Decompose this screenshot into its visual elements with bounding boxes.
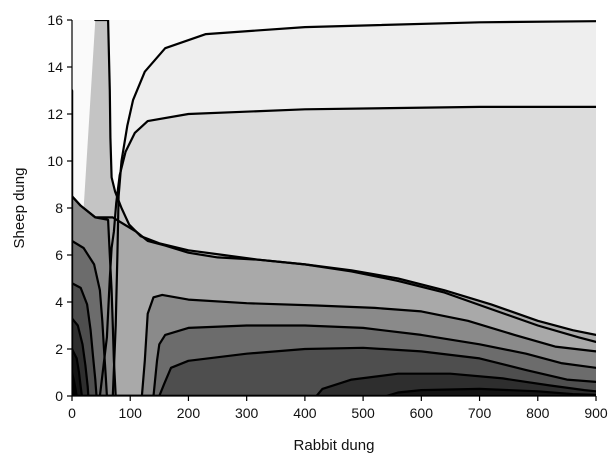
y-tick-label: 10 (47, 153, 63, 169)
contour-line-2 (72, 89, 596, 396)
contour-line-6 (72, 239, 596, 396)
y-axis-label: Sheep dung (11, 168, 28, 249)
y-tick-label: 14 (47, 59, 63, 75)
plot-area (72, 20, 596, 396)
axes: 0 100 200 300 400 500 600 700 800 900 0 2 4 6 8 10 12 14… (47, 12, 607, 421)
contour-lines (72, 20, 596, 396)
x-tick-label: 300 (235, 405, 259, 421)
contour-band-7 (72, 283, 596, 396)
contour-band-8 (72, 318, 596, 396)
contour-line-10 (72, 371, 596, 396)
y-tick-label: 0 (55, 388, 63, 404)
contour-line-9 (72, 347, 596, 396)
contour-line-3 (94, 20, 596, 343)
x-tick-label: 600 (410, 405, 434, 421)
x-tick-label: 800 (526, 405, 550, 421)
y-tick-label: 2 (55, 341, 63, 357)
contour-bands (72, 20, 596, 396)
y-ticks: 0 2 4 6 8 10 12 14 16 (47, 12, 72, 404)
x-tick-label: 100 (119, 405, 143, 421)
x-ticks: 0 100 200 300 400 500 600 700 800 900 (68, 396, 608, 421)
y-tick-label: 8 (55, 200, 63, 216)
contour-line-5 (72, 195, 596, 396)
x-axis-label: Rabbit dung (294, 437, 375, 454)
contour-line-8 (72, 317, 596, 396)
x-tick-label: 500 (351, 405, 375, 421)
x-tick-label: 400 (293, 405, 317, 421)
y-tick-label: 12 (47, 106, 63, 122)
y-tick-label: 6 (55, 247, 63, 263)
contour-line-1 (72, 20, 596, 396)
x-tick-label: 0 (68, 405, 76, 421)
x-tick-label: 900 (584, 405, 608, 421)
x-tick-label: 200 (177, 405, 201, 421)
contour-line-7 (72, 282, 596, 396)
y-tick-label: 4 (55, 294, 63, 310)
x-tick-label: 700 (468, 405, 492, 421)
y-tick-label: 16 (47, 12, 63, 28)
